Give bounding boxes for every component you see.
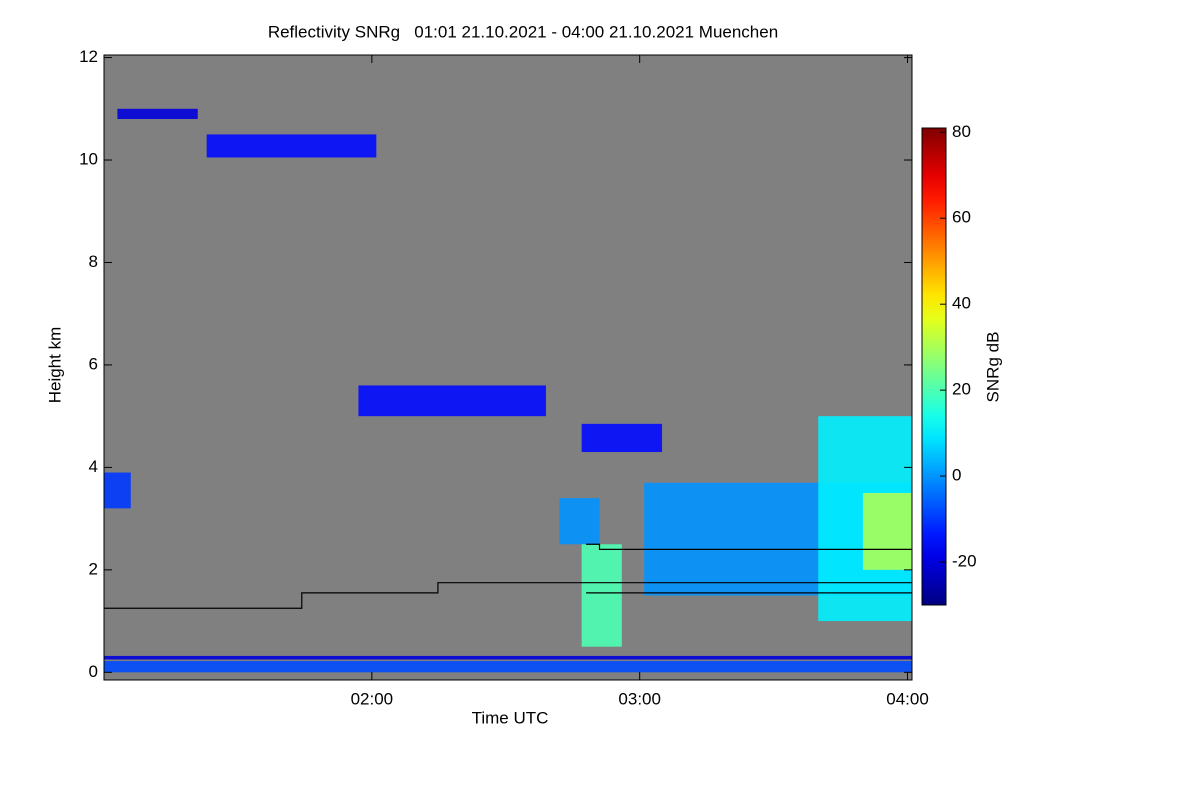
y-tick-label: 12 — [79, 47, 98, 66]
echo-region — [206, 134, 377, 158]
y-tick-label: 6 — [89, 354, 98, 373]
colorbar-tick-label: 20 — [952, 380, 971, 399]
y-tick-label: 4 — [89, 457, 98, 476]
colorbar-label: SNRg dB — [983, 332, 1002, 403]
colorbar — [921, 127, 947, 606]
echo-region — [862, 493, 912, 570]
chart-title: Reflectivity SNRg 01:01 21.10.2021 - 04:… — [268, 22, 778, 41]
y-axis-label: Height km — [45, 327, 64, 404]
boundary-line — [104, 582, 912, 609]
y-tick-label: 0 — [89, 662, 98, 681]
y-tick-label: 2 — [89, 559, 98, 578]
y-tick-label: 10 — [79, 150, 98, 169]
echo-region — [104, 655, 912, 660]
colorbar-tick-label: 60 — [952, 208, 971, 227]
echo-region — [559, 498, 600, 545]
echo-region — [117, 108, 198, 120]
boundary-line — [586, 543, 912, 550]
x-axis-label: Time UTC — [472, 708, 549, 727]
echo-region — [104, 661, 912, 673]
colorbar-tick-label: 80 — [952, 122, 971, 141]
echo-region — [581, 544, 622, 647]
colorbar-tick-label: 40 — [952, 294, 971, 313]
colorbar-tick-label: 0 — [952, 466, 961, 485]
echo-region — [358, 385, 546, 417]
x-tick-label: 03:00 — [618, 689, 661, 708]
x-tick-label: 04:00 — [886, 689, 929, 708]
y-tick-label: 8 — [89, 252, 98, 271]
echo-region — [104, 472, 131, 509]
colorbar-tick-label: -20 — [952, 552, 977, 571]
plot-frame — [103, 54, 913, 681]
echo-region — [581, 423, 663, 453]
x-tick-label: 02:00 — [351, 689, 394, 708]
